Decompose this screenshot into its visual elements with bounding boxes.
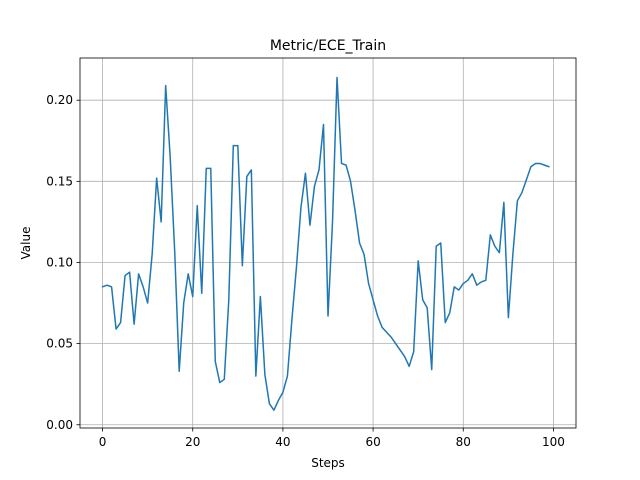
x-tick-label: 20 bbox=[185, 435, 200, 449]
x-tick-label: 40 bbox=[275, 435, 290, 449]
x-tick-label: 100 bbox=[542, 435, 565, 449]
y-tick-label: 0.20 bbox=[46, 93, 73, 107]
series-layer bbox=[101, 76, 550, 411]
y-tick-label: 0.10 bbox=[46, 255, 73, 269]
grid-lines bbox=[80, 58, 576, 428]
series-line bbox=[101, 76, 550, 411]
x-tick-label: 80 bbox=[456, 435, 471, 449]
axis-ticks: 0 20 40 60 80 100 0.00 0.05 0.10 0.15 0.20 bbox=[46, 93, 565, 449]
y-axis-label: Value bbox=[19, 227, 33, 260]
y-tick-label: 0.05 bbox=[46, 337, 73, 351]
y-tick-label: 0.00 bbox=[46, 418, 73, 432]
plot-area-frame bbox=[79, 57, 577, 429]
chart-title: Metric/ECE_Train bbox=[270, 38, 386, 54]
y-tick-label: 0.15 bbox=[46, 174, 73, 188]
x-axis-label: Steps bbox=[311, 456, 345, 470]
x-tick-label: 0 bbox=[99, 435, 107, 449]
x-tick-label: 60 bbox=[365, 435, 380, 449]
